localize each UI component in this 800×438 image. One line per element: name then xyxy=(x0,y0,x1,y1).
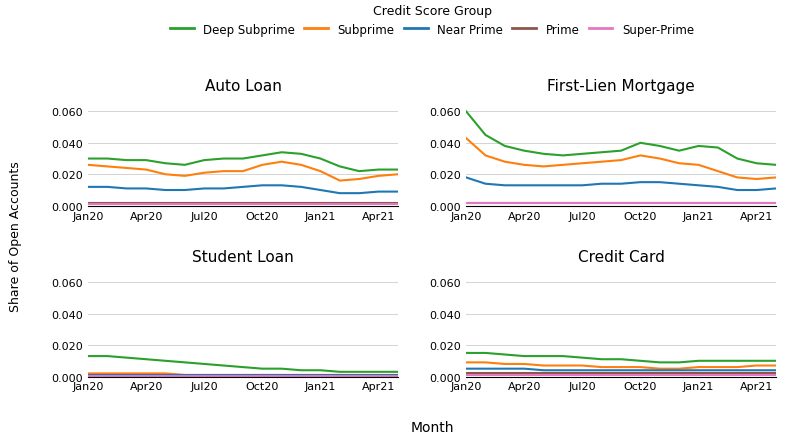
Title: Auto Loan: Auto Loan xyxy=(205,79,282,94)
Title: Student Loan: Student Loan xyxy=(192,249,294,264)
Text: Month: Month xyxy=(410,420,454,434)
Title: First-Lien Mortgage: First-Lien Mortgage xyxy=(547,79,695,94)
Text: Share of Open Accounts: Share of Open Accounts xyxy=(10,161,22,312)
Legend: Deep Subprime, Subprime, Near Prime, Prime, Super-Prime: Deep Subprime, Subprime, Near Prime, Pri… xyxy=(166,0,698,41)
Title: Credit Card: Credit Card xyxy=(578,249,665,264)
